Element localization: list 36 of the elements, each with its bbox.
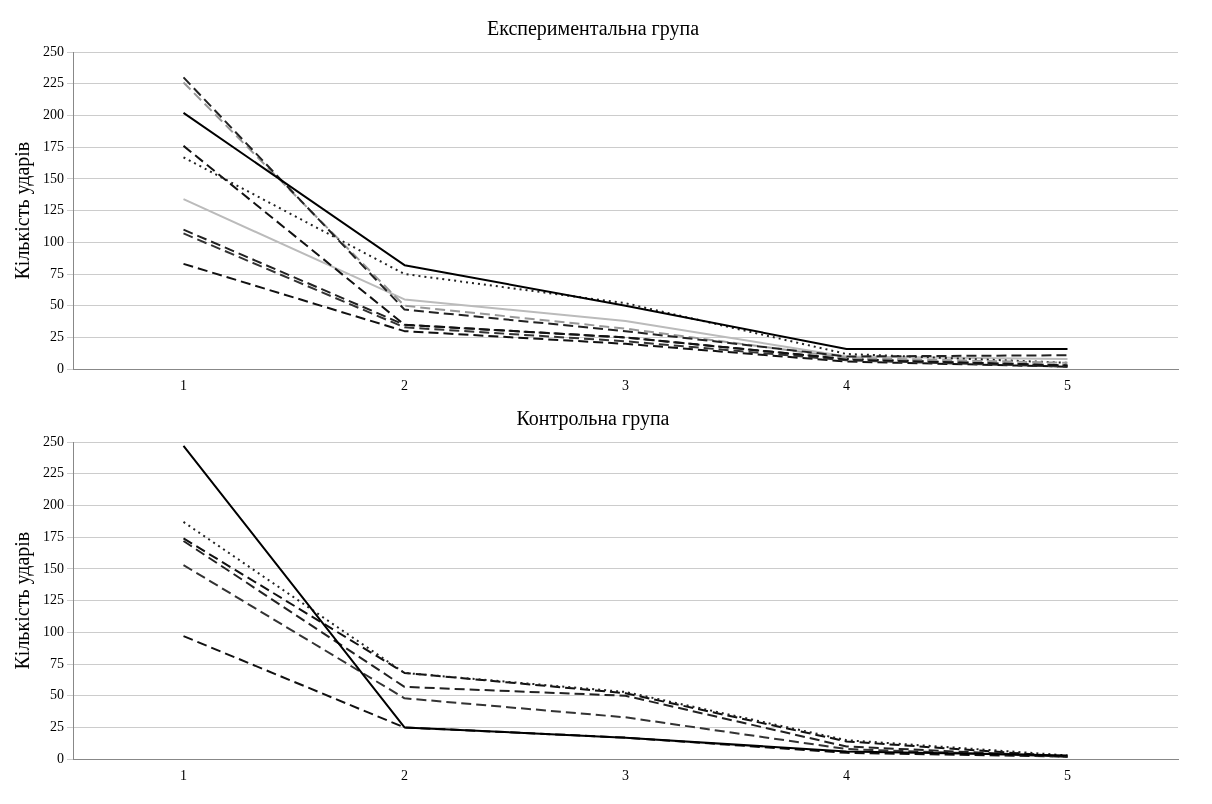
y-tick-label: 150 — [43, 560, 64, 576]
y-tick-label: 25 — [50, 329, 64, 345]
y-tick-label: 75 — [50, 265, 64, 281]
y-tick-label: 25 — [50, 719, 64, 735]
y-tick-label: 0 — [57, 360, 64, 376]
y-tick-label: 125 — [43, 592, 64, 608]
y-tick-label: 75 — [50, 655, 64, 671]
y-tick-label: 100 — [43, 233, 64, 249]
x-tick-label: 3 — [622, 378, 629, 394]
y-tick-label: 200 — [43, 497, 64, 513]
x-tick-label: 1 — [180, 378, 187, 394]
y-tick-label: 50 — [50, 297, 64, 313]
x-tick-label: 5 — [1064, 768, 1071, 784]
y-tick-label: 150 — [43, 170, 64, 186]
y-axis-title: Кількість ударів — [11, 141, 35, 280]
y-tick-label: 250 — [43, 43, 64, 59]
x-tick-label: 4 — [843, 768, 850, 784]
x-tick-label: 2 — [401, 768, 408, 784]
y-tick-label: 200 — [43, 107, 64, 123]
y-tick-label: 0 — [57, 750, 64, 766]
y-tick-label: 125 — [43, 202, 64, 218]
y-axis-title: Кількість ударів — [11, 531, 35, 670]
chart-title: Експериментальна група — [486, 17, 700, 41]
y-tick-label: 175 — [43, 138, 64, 154]
y-tick-label: 225 — [43, 465, 64, 481]
y-tick-label: 225 — [43, 75, 64, 91]
x-tick-label: 2 — [401, 378, 408, 394]
chart-title: Контрольна група — [516, 407, 670, 431]
y-tick-label: 100 — [43, 623, 64, 639]
x-tick-label: 3 — [622, 768, 629, 784]
x-tick-label: 5 — [1064, 378, 1071, 394]
y-tick-label: 50 — [50, 687, 64, 703]
x-tick-label: 1 — [180, 768, 187, 784]
y-tick-label: 250 — [43, 433, 64, 449]
y-tick-label: 175 — [43, 528, 64, 544]
x-tick-label: 4 — [843, 378, 850, 394]
